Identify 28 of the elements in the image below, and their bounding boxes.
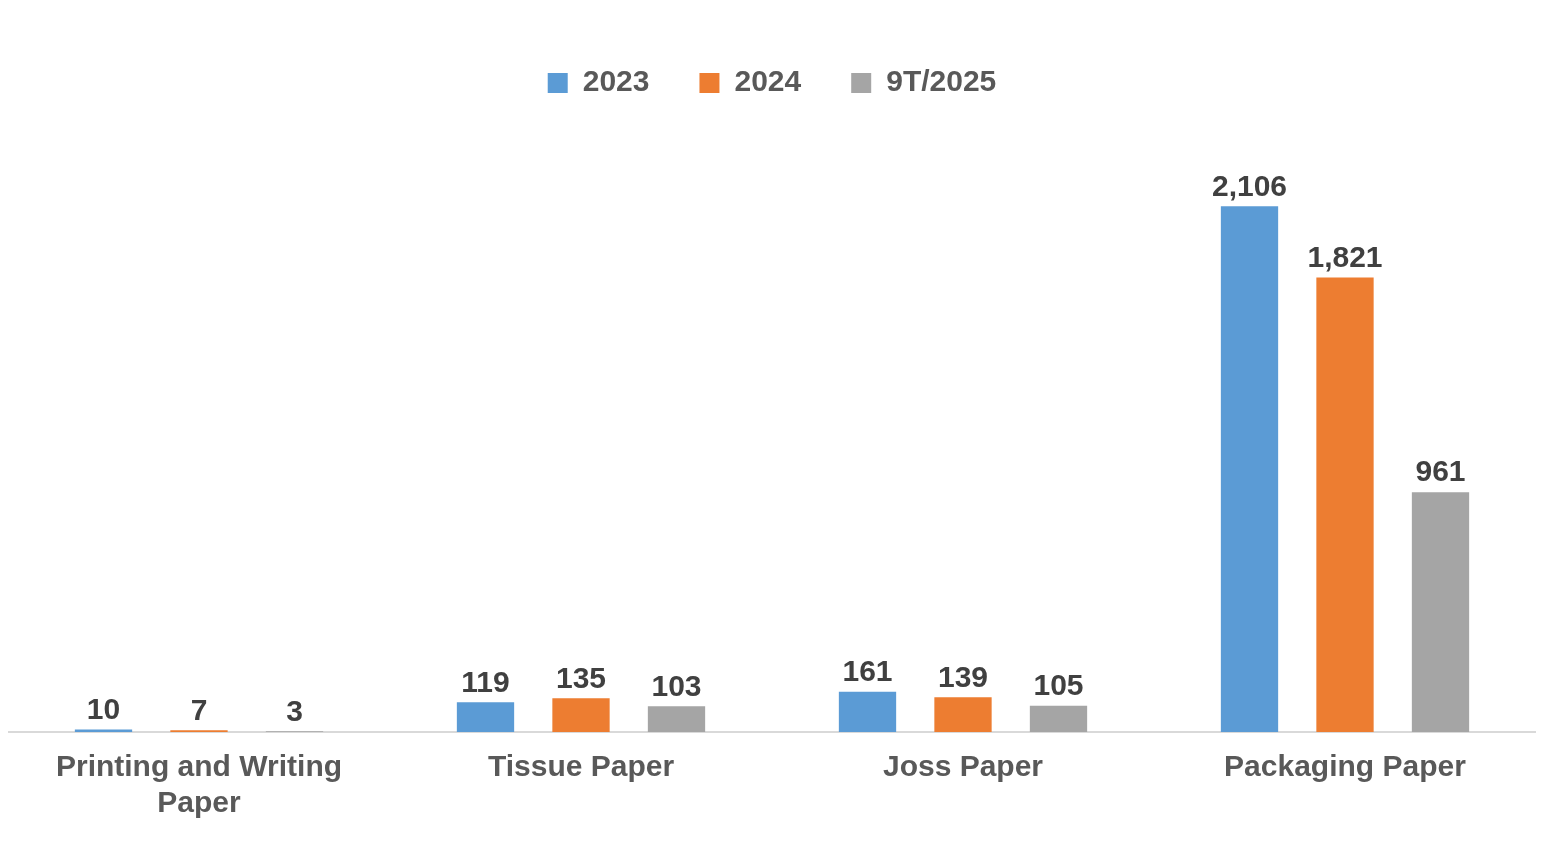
x-tick-label: Printing and Writing Paper: [55, 749, 343, 819]
x-tick-label: Packaging Paper: [1224, 749, 1467, 783]
legend-label: 2023: [582, 64, 650, 98]
x-tick-label: Tissue Paper: [487, 749, 675, 783]
legend-label: 9T/2025: [886, 64, 997, 98]
bar: [1029, 705, 1088, 732]
data-label: 161: [842, 654, 893, 688]
x-tick-label: Joss Paper: [882, 749, 1044, 783]
data-label: 135: [555, 660, 607, 694]
legend-label: 2024: [734, 64, 802, 98]
data-label: 119: [461, 664, 510, 698]
data-label: 2,106: [1211, 168, 1288, 202]
data-label: 3: [286, 693, 303, 727]
data-label: 961: [1415, 454, 1466, 488]
data-label: 7: [190, 692, 208, 726]
bar: [647, 706, 706, 732]
bar: [456, 702, 515, 732]
data-label: 1,821: [1307, 239, 1383, 273]
data-label: 139: [937, 659, 989, 693]
bar: [1220, 206, 1279, 732]
data-label: 105: [1033, 668, 1084, 702]
bar: [934, 697, 992, 732]
bar: [552, 698, 610, 732]
bar: [1411, 492, 1470, 732]
bar: [838, 691, 897, 732]
data-label: 10: [86, 691, 121, 725]
bar: [1316, 277, 1374, 732]
data-label: 103: [651, 668, 702, 702]
